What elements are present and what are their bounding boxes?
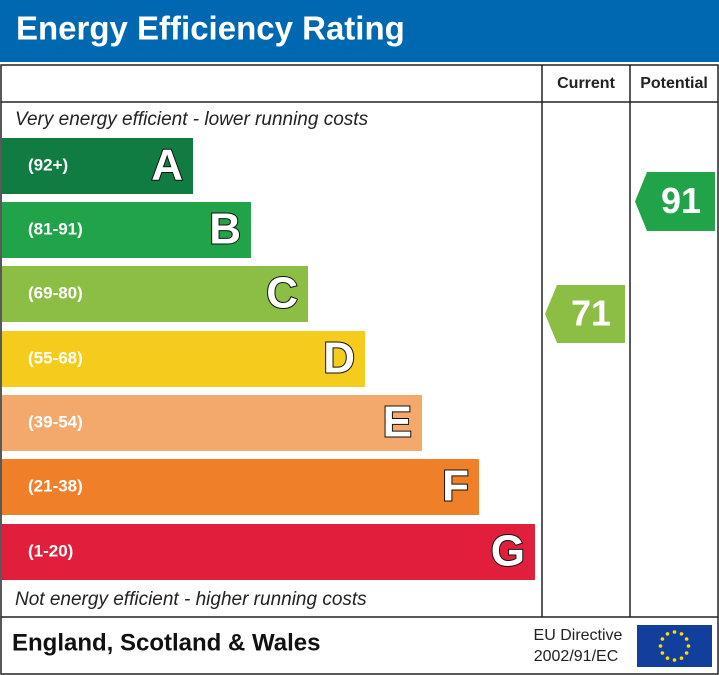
- eu-stars: [658, 630, 691, 662]
- star: [658, 644, 663, 648]
- band-range: (21-38): [28, 476, 83, 495]
- band-letter: B: [209, 205, 241, 254]
- band-range: (69-80): [28, 283, 83, 302]
- star: [684, 651, 689, 655]
- star: [686, 644, 691, 648]
- column-header: Current: [557, 75, 615, 92]
- band-letter: F: [442, 462, 469, 511]
- band-letter: G: [491, 527, 525, 576]
- frame: [0, 64, 719, 675]
- band-range: (1-20): [28, 541, 73, 560]
- star: [665, 632, 670, 636]
- band: [2, 459, 479, 515]
- rating-value: 91: [661, 180, 701, 221]
- band-range: (55-68): [28, 348, 83, 367]
- star: [679, 632, 684, 636]
- band: [2, 395, 422, 451]
- rating-arrow: [545, 285, 625, 343]
- band-letter: A: [151, 141, 183, 190]
- title: Energy Efficiency Rating: [16, 10, 405, 47]
- band: [2, 266, 308, 322]
- footer-region: England, Scotland & Wales: [12, 629, 320, 656]
- band: [2, 331, 365, 387]
- band-range: (92+): [28, 155, 68, 174]
- band-letter: D: [323, 334, 355, 383]
- band: [2, 202, 251, 258]
- band-letter: E: [383, 398, 412, 447]
- band-range: (39-54): [28, 412, 83, 431]
- star: [672, 630, 677, 634]
- star: [660, 637, 665, 641]
- rating-value: 71: [571, 293, 611, 334]
- rating-arrow: [635, 172, 715, 231]
- top-note: Very energy efficient - lower running co…: [15, 109, 369, 130]
- band-letter: C: [266, 269, 298, 318]
- band: [2, 524, 535, 580]
- bottom-note: Not energy efficient - higher running co…: [15, 589, 367, 610]
- footer-directive: EU Directive: [534, 627, 623, 644]
- footer-directive: 2002/91/EC: [534, 648, 619, 665]
- title-bar: [0, 0, 719, 62]
- star: [665, 656, 670, 660]
- star: [660, 651, 665, 655]
- star: [679, 656, 684, 660]
- star: [684, 637, 689, 641]
- band-range: (81-91): [28, 219, 83, 238]
- column-header: Potential: [640, 75, 708, 92]
- star: [672, 658, 677, 662]
- band: [2, 138, 193, 194]
